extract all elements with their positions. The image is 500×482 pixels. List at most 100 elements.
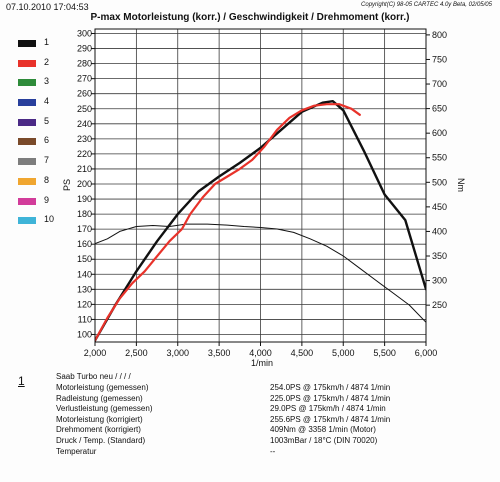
- result-label: Druck / Temp. (Standard): [56, 436, 146, 445]
- legend-item: 3: [18, 76, 68, 96]
- y-right-tick-label: 650: [432, 104, 447, 114]
- y-left-tick-label: 160: [77, 239, 92, 249]
- x-tick-label: 2,000: [84, 348, 107, 358]
- legend-label: 10: [44, 214, 55, 225]
- x-axis-label: 1/min: [251, 358, 273, 368]
- legend-label: 5: [44, 115, 50, 126]
- y-left-tick-label: 120: [77, 299, 92, 309]
- result-label: Radleistung (gemessen): [56, 393, 143, 403]
- x-tick-label: 6,000: [415, 348, 438, 358]
- x-tick-label: 5,000: [332, 348, 355, 358]
- legend-item: 4: [18, 96, 68, 116]
- legend-item: 1: [18, 37, 68, 57]
- legend-swatch: [18, 138, 36, 146]
- torque-series: [95, 223, 426, 323]
- result-value: 29.0PS @ 175km/h / 4874 1/min: [270, 404, 386, 414]
- result-value: 255.6PS @ 175km/h / 4874 1/min: [270, 414, 391, 424]
- dyno-chart: 2,000 2,500 3,000 3,500 4,000 4,500 5,000 5,500…: [62, 28, 466, 368]
- y-left-tick-label: 300: [77, 29, 92, 39]
- result-label: Temperatur: [56, 446, 97, 456]
- result-label: Verlustleistung (gemessen): [56, 404, 153, 414]
- y-left-tick-label: 220: [77, 149, 92, 159]
- x-tick-label: 4,000: [249, 348, 272, 358]
- y-left-tick-label: 230: [77, 134, 92, 144]
- y-right-tick-label: 550: [432, 153, 447, 163]
- legend-label: 8: [44, 174, 50, 185]
- result-label: Motorleistung (gemessen): [56, 383, 149, 392]
- y-left-tick-label: 110: [78, 314, 92, 324]
- y-left-tick-label: 250: [77, 104, 92, 114]
- report-timestamp: 07.10.2010 17:04:53: [6, 2, 89, 12]
- run-number: 1: [18, 374, 25, 388]
- result-value: 409Nm @ 3358 1/min (Motor): [270, 425, 376, 435]
- series-line-2: [95, 103, 361, 342]
- result-value: 225.0PS @ 175km/h / 4874 1/min: [270, 393, 391, 403]
- y-left-tick-label: 280: [77, 59, 92, 69]
- y-left-tick-label: 200: [77, 179, 92, 189]
- y-left-tick-label: 260: [77, 89, 92, 99]
- y-right-tick-label: 350: [432, 251, 447, 261]
- x-tick-label: 3,500: [208, 348, 231, 358]
- y-left-tick-label: 100: [77, 329, 92, 339]
- legend-item: 2: [18, 57, 68, 77]
- legend-item: 5: [18, 116, 68, 136]
- legend-label: 2: [44, 56, 50, 67]
- result-value: --: [270, 446, 276, 456]
- y-left-tick-label: 170: [77, 224, 92, 234]
- series-line-3: [95, 223, 426, 323]
- y-left-tick-label: 290: [77, 44, 92, 54]
- result-value: 1003mBar / 18°C (DIN 70020): [270, 436, 378, 445]
- y-right-tick-label: 750: [432, 54, 447, 64]
- legend-swatch: [18, 40, 36, 47]
- result-label: Motorleistung (korrigiert): [56, 414, 143, 424]
- y-left-tick-label: 210: [77, 164, 92, 174]
- y-axis-right-label: Nm: [456, 178, 466, 192]
- y-left-tick-label: 190: [77, 194, 92, 204]
- power-series: [95, 100, 426, 342]
- x-tick-label: 5,500: [373, 348, 396, 358]
- x-tick-label: 3,000: [166, 348, 189, 358]
- y-right-tick-label: 600: [432, 128, 447, 138]
- legend-label: 3: [44, 76, 50, 87]
- legend-swatch: [18, 197, 36, 205]
- legend-item: 8: [18, 175, 68, 195]
- results-summary: 1 Saab Turbo neu / / / / Motorleistung (…: [0, 368, 500, 482]
- legend-label: 9: [44, 194, 50, 205]
- legend-swatch: [18, 118, 36, 126]
- y-left-tick-label: 130: [77, 284, 92, 294]
- x-tick-label: 4,500: [291, 348, 314, 358]
- legend: 1 2 3 4 5 6 7 8 9 10: [18, 37, 68, 234]
- legend-swatch: [18, 177, 36, 185]
- chart-title: P-max Motorleistung (korr.) / Geschwindi…: [90, 12, 410, 23]
- legend-label: 7: [44, 155, 50, 166]
- y-right-tick-label: 500: [432, 177, 447, 187]
- legend-swatch: [18, 59, 36, 67]
- legend-label: 1: [44, 37, 50, 47]
- y-axis-left-ticks: 100 110 120 130 140 150 160 170 180 190 200 210 220 2…: [77, 29, 95, 339]
- vehicle-name: Saab Turbo neu / / / /: [56, 372, 131, 381]
- legend-item: 6: [18, 135, 68, 155]
- legend-swatch: [18, 99, 36, 107]
- y-axis-right-ticks: 250 300 350 400 450 500 550 600 650 700 750 800: [426, 30, 447, 310]
- legend-swatch: [18, 217, 36, 225]
- y-right-tick-label: 450: [432, 202, 447, 212]
- y-left-tick-label: 150: [77, 254, 92, 264]
- y-left-tick-label: 140: [77, 269, 92, 279]
- y-right-tick-label: 700: [432, 79, 447, 89]
- y-right-tick-label: 400: [432, 226, 447, 236]
- copyright-note: Copyright(C) 98-05 CARTEC 4.0y Beta, 02/…: [361, 2, 492, 8]
- legend-item: 10: [18, 214, 68, 234]
- y-right-tick-label: 800: [432, 30, 447, 40]
- y-right-tick-label: 250: [432, 300, 447, 310]
- x-axis-ticks: 2,000 2,500 3,000 3,500 4,000 4,500 5,000 5,500…: [84, 342, 438, 358]
- x-tick-label: 2,500: [125, 348, 148, 358]
- y-left-tick-label: 180: [77, 209, 92, 219]
- y-axis-left-label: PS: [62, 179, 72, 191]
- y-left-tick-label: 240: [77, 119, 92, 129]
- legend-label: 4: [44, 96, 50, 107]
- result-value: 254.0PS @ 175km/h / 4874 1/min: [270, 383, 391, 392]
- legend-item: 7: [18, 155, 68, 175]
- legend-swatch: [18, 158, 36, 166]
- y-left-tick-label: 270: [77, 74, 92, 84]
